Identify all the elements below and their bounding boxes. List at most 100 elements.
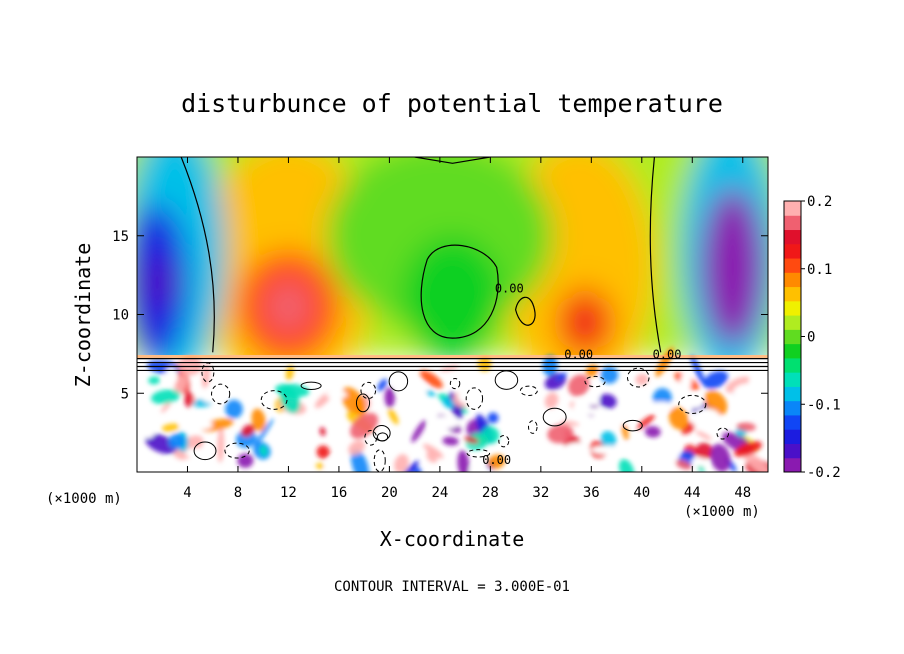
saturated-patch	[180, 420, 213, 430]
x-tick-label: 12	[280, 485, 297, 501]
turbulent-cell	[225, 399, 243, 419]
x-tick-label: 4	[183, 485, 191, 501]
turbulent-cell	[425, 390, 436, 397]
saturated-patch	[568, 448, 581, 463]
turbulent-cell	[544, 392, 559, 409]
saturated-patch	[587, 394, 600, 406]
turbulent-cell	[681, 421, 697, 435]
turbulent-cell	[695, 430, 712, 441]
contour-interval-note: CONTOUR INTERVAL = 3.000E-01	[334, 579, 570, 595]
saturated-patch	[185, 448, 207, 458]
turbulent-cell	[401, 460, 419, 472]
turbulent-cell	[725, 376, 752, 393]
contour-lower-loop	[201, 362, 215, 383]
turbulent-cell	[734, 441, 762, 457]
turbulent-cell	[464, 436, 479, 444]
turbulent-cell	[442, 397, 455, 409]
turbulent-cell	[487, 412, 499, 424]
turbulent-cell	[201, 362, 211, 390]
turbulent-cell	[241, 424, 255, 437]
contour-lower-loop	[622, 419, 643, 432]
saturated-patch	[580, 407, 607, 415]
chart-title: disturbunce of potential temperature	[181, 89, 723, 118]
saturated-patch	[691, 457, 708, 467]
colorbar-tick-label: -0.1	[807, 397, 841, 413]
turbulent-cell	[423, 443, 444, 459]
x-tick-label: 8	[234, 485, 242, 501]
turbulent-cell	[151, 389, 181, 404]
contour-lower-loop	[193, 441, 217, 461]
colorbar-swatch	[784, 300, 801, 316]
x-tick-label: 40	[633, 485, 650, 501]
contour-lower-loop	[465, 387, 484, 410]
turbulent-cell	[394, 454, 409, 472]
contour-lower-loop	[260, 390, 288, 410]
turbulent-cell	[695, 442, 713, 460]
turbulent-cell	[675, 459, 692, 470]
colorbar-tick-label: 0.1	[807, 262, 832, 278]
x-tick-label: 48	[734, 485, 751, 501]
contour-lower-loop	[224, 442, 250, 459]
turbulent-cell	[319, 427, 326, 436]
colorbar-swatch	[784, 329, 801, 345]
turbulent-cell	[350, 412, 379, 439]
turbulent-cell	[426, 451, 438, 463]
contour-label-0: 0.00	[495, 281, 524, 295]
contour-lower-loop	[716, 427, 730, 440]
turbulent-cell	[419, 370, 443, 389]
saturated-patch	[167, 457, 180, 466]
colorbar-swatch	[784, 414, 801, 430]
upper-layer-blur	[137, 157, 768, 394]
turbulent-cell	[703, 370, 729, 389]
turbulent-cell	[619, 459, 635, 472]
contour-lower-loop	[519, 385, 538, 396]
saturated-patch	[457, 387, 489, 406]
contour-lower-loop	[626, 367, 650, 388]
turbulent-cell	[279, 386, 301, 414]
field-blob-7	[402, 235, 503, 362]
colorbar-swatch	[784, 243, 801, 259]
x-tick-label: 16	[330, 485, 347, 501]
x-axis: 4 8 12 16 20 24 28 32 36 40 44 48	[183, 157, 751, 501]
contour-lower-loop	[528, 420, 538, 434]
x-tick-label: 20	[381, 485, 398, 501]
interface-band	[137, 355, 768, 360]
saturated-patch	[658, 442, 680, 464]
turbulent-cell	[168, 433, 185, 450]
contour-label-3: 0.00	[482, 453, 511, 467]
saturated-patch	[733, 400, 749, 419]
contour-lower-loop	[360, 381, 377, 400]
y-tick-label: 10	[112, 308, 129, 324]
colorbar-swatch	[784, 443, 801, 459]
turbulent-cell	[710, 443, 731, 472]
saturated-patch	[429, 416, 460, 429]
turbulent-cell	[448, 392, 463, 420]
colorbar-tick-label: -0.2	[807, 465, 841, 481]
saturated-patch	[157, 466, 187, 472]
lower-layer-field	[137, 347, 768, 472]
contour-top	[414, 157, 491, 164]
saturated-patch	[691, 408, 721, 431]
y-axis-label: Z-coordinate	[71, 243, 95, 388]
lower-structures	[142, 347, 768, 472]
x-tick-label: 28	[482, 485, 499, 501]
contour-lower-loop	[584, 375, 606, 388]
saturated-patch	[164, 367, 178, 385]
contour-lower-loop	[449, 378, 461, 390]
turbulent-cell	[251, 408, 266, 432]
contour-lower-loop	[466, 449, 491, 458]
turbulent-cell	[477, 357, 492, 372]
contour-lines	[137, 157, 768, 472]
saturated-patch	[469, 466, 485, 472]
saturated-patch	[326, 457, 345, 472]
turbulent-cell	[568, 374, 590, 397]
x-tick-label: 44	[684, 485, 701, 501]
turbulent-cell	[285, 365, 294, 381]
x-unit-left: (×1000 m)	[46, 491, 122, 507]
saturated-patch	[733, 383, 765, 401]
colorbar-swatch	[784, 258, 801, 273]
saturated-patch	[326, 390, 347, 399]
contour-lower-loop	[300, 381, 322, 390]
contour-core-loop	[420, 244, 499, 339]
